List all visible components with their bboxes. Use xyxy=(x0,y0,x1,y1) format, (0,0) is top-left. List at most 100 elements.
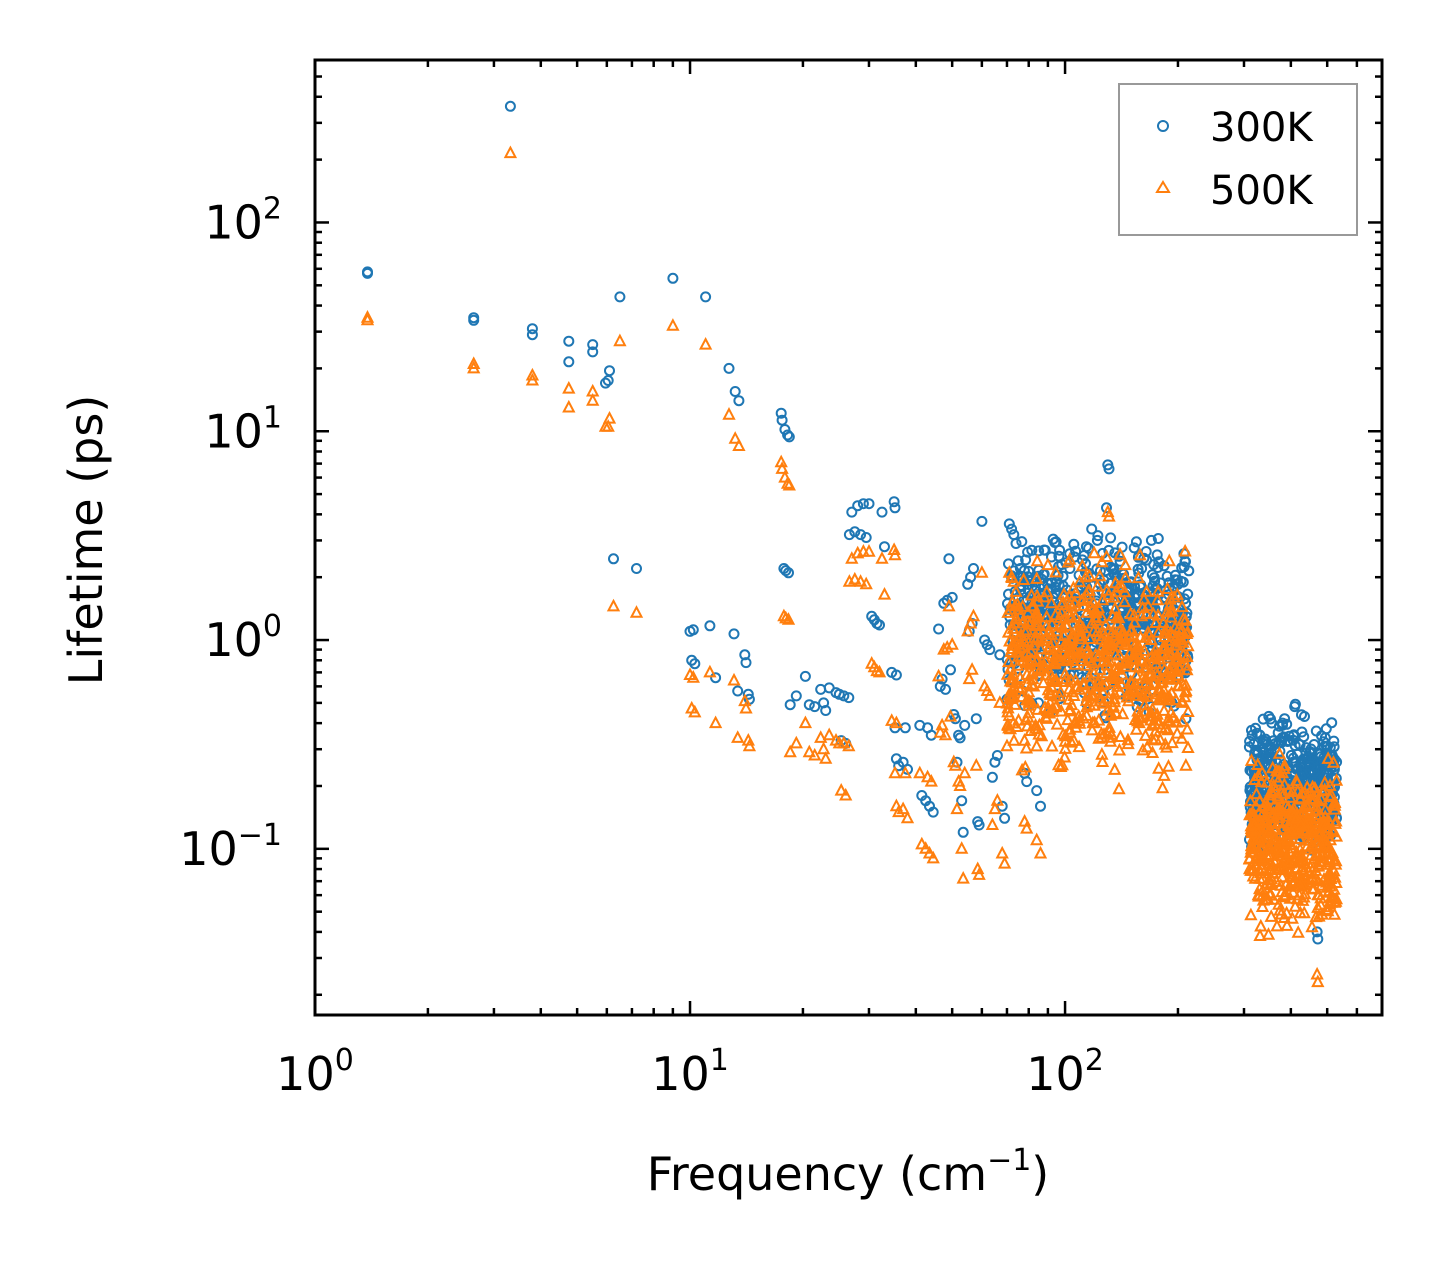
data-point-500K xyxy=(1138,728,1153,741)
data-point-500K xyxy=(1093,568,1107,582)
data-point-300K xyxy=(1312,933,1324,945)
data-point-500K xyxy=(722,407,736,420)
data-point-500K xyxy=(1027,678,1041,692)
data-point-500K xyxy=(1085,722,1099,736)
data-point-500K xyxy=(1264,909,1278,922)
data-point-500K xyxy=(1040,630,1054,643)
data-point-300K xyxy=(890,669,902,681)
data-point-300K xyxy=(973,819,985,831)
data-point-300K xyxy=(1101,502,1112,514)
data-point-500K xyxy=(1320,847,1334,860)
data-point-500K xyxy=(1064,697,1079,711)
data-point-500K xyxy=(1129,722,1144,735)
data-point-300K xyxy=(863,498,875,510)
data-point-500K xyxy=(613,333,627,347)
data-point-500K xyxy=(1057,586,1071,600)
data-point-500K xyxy=(963,615,978,629)
data-point-500K xyxy=(1037,589,1051,603)
data-point-500K xyxy=(1248,871,1262,884)
data-point-300K xyxy=(1038,544,1050,556)
data-point-500K xyxy=(1013,640,1028,654)
data-point-500K xyxy=(1038,709,1053,723)
data-point-500K xyxy=(1083,675,1097,689)
data-point-500K xyxy=(1309,802,1323,816)
data-point-500K xyxy=(586,393,600,406)
data-point-300K xyxy=(991,750,1003,761)
data-point-500K xyxy=(1102,587,1116,601)
data-point-500K xyxy=(1015,762,1029,776)
data-point-500K xyxy=(1030,738,1044,752)
data-point-300K xyxy=(468,314,480,326)
data-point-500K xyxy=(1157,638,1172,652)
data-point-300K xyxy=(1046,551,1057,563)
data-point-500K xyxy=(1050,623,1064,637)
data-point-300K xyxy=(1152,533,1164,544)
data-point-500K xyxy=(1247,817,1262,830)
data-point-500K xyxy=(1271,773,1285,787)
data-point-500K xyxy=(875,551,889,564)
data-point-500K xyxy=(629,605,644,618)
data-point-500K xyxy=(1108,686,1122,700)
data-point-300K xyxy=(1016,536,1028,548)
data-point-300K xyxy=(1033,545,1045,557)
data-point-500K xyxy=(1300,823,1314,837)
data-point-300K xyxy=(946,591,958,603)
data-point-500K xyxy=(1087,715,1102,728)
data-point-500K xyxy=(950,801,964,815)
data-point-300K xyxy=(362,267,373,279)
data-point-500K xyxy=(1102,653,1117,667)
data-point-500K xyxy=(1157,768,1171,781)
data-point-300K xyxy=(1268,735,1280,747)
data-point-500K xyxy=(1139,584,1154,597)
data-point-300K xyxy=(723,362,735,374)
data-point-300K xyxy=(956,795,968,807)
data-point-500K xyxy=(1006,667,1020,680)
data-point-500K xyxy=(1181,704,1195,717)
data-point-500K xyxy=(1277,889,1291,903)
data-point-500K xyxy=(1007,733,1021,746)
data-point-300K xyxy=(732,685,744,697)
y-tick-label: 102 xyxy=(204,191,282,249)
data-point-500K xyxy=(1264,871,1279,885)
data-point-500K xyxy=(1281,800,1295,813)
data-point-500K xyxy=(1171,678,1185,692)
data-point-300K xyxy=(1152,562,1164,573)
data-point-500K xyxy=(1058,637,1072,650)
data-point-500K xyxy=(1076,710,1090,724)
data-point-500K xyxy=(1306,870,1320,884)
data-point-500K xyxy=(1107,589,1121,603)
y-tick-label: 100 xyxy=(204,609,282,667)
data-point-500K xyxy=(1297,889,1311,903)
data-point-500K xyxy=(1272,746,1287,759)
data-point-300K xyxy=(888,496,900,508)
data-point-500K xyxy=(1030,832,1044,846)
data-point-500K xyxy=(1025,665,1039,679)
data-point-500K xyxy=(808,747,822,761)
data-point-500K xyxy=(1062,604,1076,618)
data-point-500K xyxy=(1274,878,1288,891)
data-point-500K xyxy=(1322,789,1337,803)
data-point-500K xyxy=(525,367,540,381)
x-axis-label: Frequency (cm−1) xyxy=(647,1143,1050,1201)
data-point-300K xyxy=(803,699,815,711)
data-point-500K xyxy=(1099,549,1114,562)
data-point-500K xyxy=(1015,689,1029,703)
data-point-300K xyxy=(1243,741,1255,753)
data-point-300K xyxy=(710,672,722,684)
data-point-500K xyxy=(1114,635,1129,648)
data-point-500K xyxy=(1007,574,1021,587)
data-point-500K xyxy=(1257,798,1272,812)
data-point-500K xyxy=(1114,676,1129,690)
data-point-500K xyxy=(1120,637,1134,650)
y-axis-label: Lifetime (ps) xyxy=(59,395,113,686)
data-point-500K xyxy=(1022,705,1036,719)
data-point-300K xyxy=(1326,717,1338,729)
data-point-500K xyxy=(1043,623,1057,637)
data-point-300K xyxy=(968,563,979,574)
data-point-300K xyxy=(780,565,792,577)
data-point-500K xyxy=(1099,676,1113,690)
data-point-500K xyxy=(1254,861,1269,874)
data-point-300K xyxy=(689,658,701,670)
data-point-500K xyxy=(1065,626,1080,640)
data-point-300K xyxy=(739,649,751,661)
